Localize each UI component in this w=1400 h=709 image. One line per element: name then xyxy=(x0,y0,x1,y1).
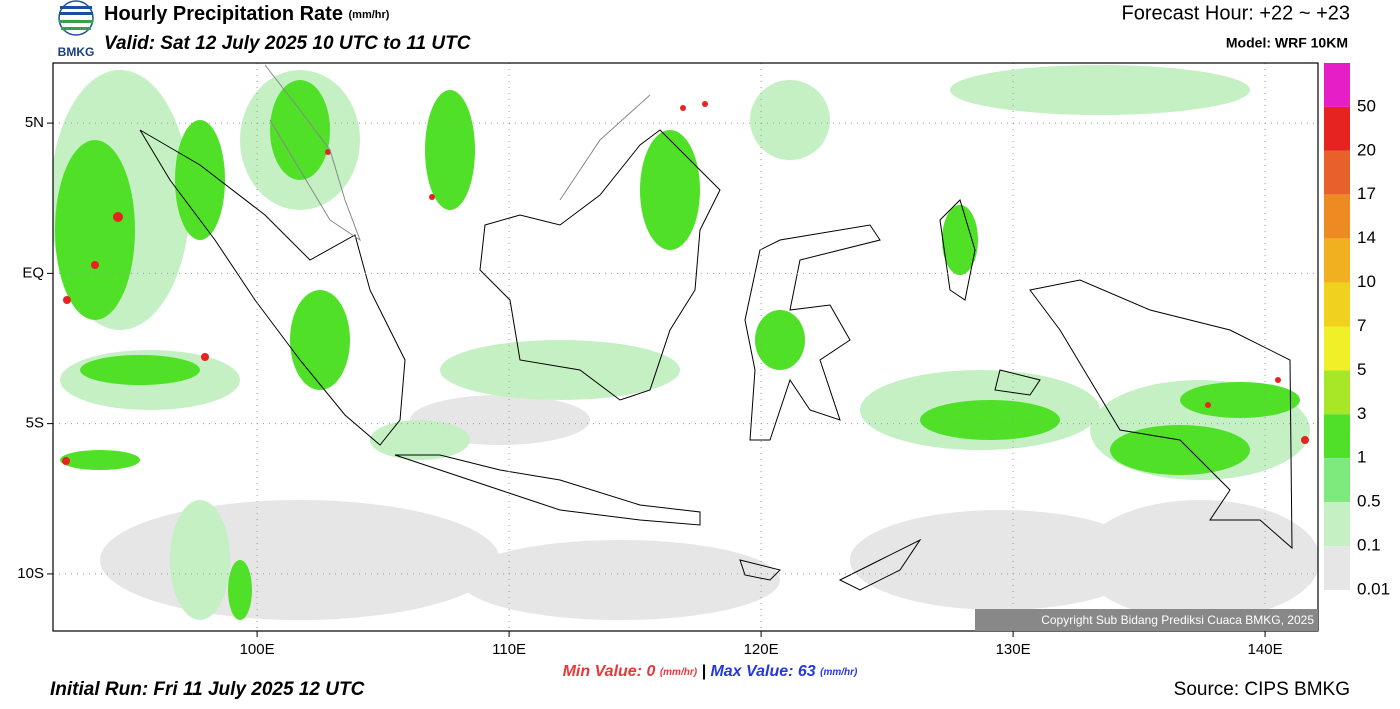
min-max: Min Value: 0 (mm/hr) | Max Value: 63 (mm… xyxy=(563,663,858,680)
legend-swatch xyxy=(1324,282,1350,327)
coastlines xyxy=(139,129,1293,591)
heavy-rain xyxy=(62,101,1309,465)
legend-swatch xyxy=(1324,414,1350,459)
x-tick-label: 110E xyxy=(492,641,526,658)
legend-swatch xyxy=(1324,63,1350,107)
separator: | xyxy=(702,663,706,680)
copyright-box xyxy=(975,609,1318,631)
legend-swatch xyxy=(1324,106,1350,151)
max-value: 63 xyxy=(798,663,816,680)
min-value: 0 xyxy=(646,663,655,680)
y-tick-label: EQ xyxy=(22,264,44,281)
legend-label: 10 xyxy=(1357,272,1376,291)
y-tick-label: 5S xyxy=(26,415,44,432)
legend-swatch xyxy=(1324,458,1350,503)
max-units: (mm/hr) xyxy=(820,667,858,678)
max-label: Max Value: xyxy=(710,663,793,680)
legend-swatch xyxy=(1324,370,1350,415)
forecast-hour: Forecast Hour: +22 ~ +23 xyxy=(1122,2,1350,24)
source: Source: CIPS BMKG xyxy=(1174,679,1350,700)
y-tick-label: 10S xyxy=(17,565,44,582)
x-tick-label: 130E xyxy=(996,641,1031,658)
legend-label: 5 xyxy=(1357,360,1366,379)
legend-label: 0.01 xyxy=(1357,579,1390,598)
model: Model: WRF 10KM xyxy=(1226,35,1348,51)
map-grid: 100E 110E 120E 130E 140E 5N EQ 5S 10S xyxy=(17,63,1318,658)
x-tick-label: 100E xyxy=(240,641,275,658)
coastline-mainland xyxy=(264,64,651,242)
logo: BMKG xyxy=(58,0,95,59)
legend-swatch xyxy=(1324,238,1350,283)
legend-label: 20 xyxy=(1357,140,1376,159)
y-tick-label: 5N xyxy=(25,114,44,131)
valid-time: Valid: Sat 12 July 2025 10 UTC to 11 UTC xyxy=(104,33,471,54)
title: Hourly Precipitation Rate (mm/hr) xyxy=(104,3,390,25)
min-units: (mm/hr) xyxy=(660,667,698,678)
title-units: (mm/hr) xyxy=(349,9,390,21)
x-tick-label: 140E xyxy=(1248,641,1283,658)
title-text: Hourly Precipitation Rate xyxy=(104,3,343,25)
legend-swatch xyxy=(1324,546,1350,590)
legend-swatch xyxy=(1324,326,1350,371)
copyright: Copyright Sub Bidang Prediksi Cuaca BMKG… xyxy=(1041,613,1314,627)
legend-label: 14 xyxy=(1357,228,1376,247)
legend-label: 3 xyxy=(1357,404,1366,423)
min-label: Min Value: xyxy=(563,663,642,680)
initial-run: Initial Run: Fri 11 July 2025 12 UTC xyxy=(50,679,365,700)
legend-label: 17 xyxy=(1357,184,1376,203)
map-frame xyxy=(52,62,1319,632)
legend-label: 0.5 xyxy=(1357,492,1381,511)
moderate-rain xyxy=(55,80,1300,620)
legend-label: 7 xyxy=(1357,316,1366,335)
legend-swatch xyxy=(1324,194,1350,239)
legend-swatch xyxy=(1324,502,1350,547)
logo-text: BMKG xyxy=(58,45,95,59)
map-area xyxy=(53,64,1318,620)
legend: 50 20 17 14 10 7 5 3 1 0.5 0.1 0.01 xyxy=(1324,63,1390,598)
legend-label: 1 xyxy=(1357,448,1366,467)
legend-label: 0.1 xyxy=(1357,536,1381,555)
legend-swatch xyxy=(1324,150,1350,195)
x-tick-label: 120E xyxy=(744,641,779,658)
legend-label: 50 xyxy=(1357,96,1376,115)
